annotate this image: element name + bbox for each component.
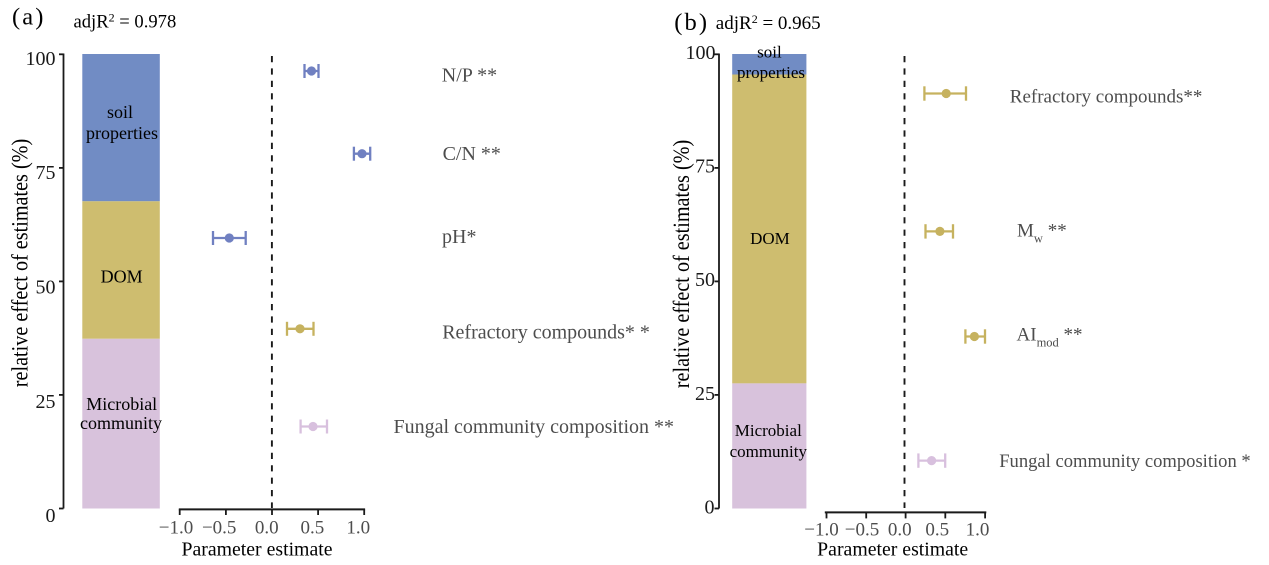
- svg-text:pH*: pH*: [442, 226, 476, 248]
- svg-text:relative effect of estimates (: relative effect of estimates (%): [7, 139, 33, 387]
- svg-text:community: community: [80, 413, 162, 433]
- svg-text:properties: properties: [86, 123, 158, 143]
- svg-text:25: 25: [36, 391, 56, 413]
- svg-text:soil: soil: [757, 43, 782, 62]
- svg-text:Refractory compounds**: Refractory compounds**: [1010, 86, 1203, 107]
- svg-text:0: 0: [705, 497, 715, 519]
- svg-text:Microbial: Microbial: [86, 394, 157, 414]
- svg-text:1.0: 1.0: [346, 518, 370, 539]
- svg-text:C/N **: C/N **: [443, 143, 501, 165]
- svg-text:N/P **: N/P **: [442, 65, 497, 87]
- svg-text:1.0: 1.0: [966, 520, 990, 541]
- svg-text:25: 25: [695, 383, 715, 405]
- svg-text:Microbial: Microbial: [735, 421, 802, 440]
- svg-text:Mw **: Mw **: [1017, 221, 1067, 246]
- svg-text:Fungal community composition *: Fungal community composition *: [999, 451, 1251, 472]
- svg-text:100: 100: [26, 48, 56, 70]
- svg-text:DOM: DOM: [101, 267, 143, 287]
- svg-text:community: community: [730, 442, 808, 461]
- svg-text:50: 50: [36, 277, 56, 299]
- svg-text:75: 75: [36, 162, 56, 184]
- svg-text:DOM: DOM: [750, 229, 790, 248]
- svg-text:Fungal community composition *: Fungal community composition **: [394, 416, 675, 438]
- svg-text:Parameter estimate: Parameter estimate: [181, 539, 332, 561]
- svg-text:0.5: 0.5: [925, 520, 949, 541]
- svg-text:0: 0: [46, 505, 56, 527]
- svg-text:−1.0: −1.0: [159, 518, 193, 539]
- svg-text:−0.5: −0.5: [202, 518, 236, 539]
- svg-text:adjR2 = 0.965: adjR2 = 0.965: [716, 12, 821, 34]
- svg-text:AImod **: AImod **: [1017, 325, 1083, 350]
- svg-text:relative effect of estimates (: relative effect of estimates (%): [669, 140, 695, 388]
- svg-text:properties: properties: [737, 63, 805, 82]
- svg-text:adjR2 = 0.978: adjR2 = 0.978: [74, 11, 177, 33]
- svg-text:−1.0: −1.0: [804, 520, 838, 541]
- svg-text:50: 50: [695, 269, 715, 291]
- svg-text:75: 75: [695, 156, 715, 178]
- svg-text:Parameter estimate: Parameter estimate: [817, 538, 968, 560]
- svg-text:Refractory compounds* *: Refractory compounds* *: [442, 322, 650, 344]
- svg-text:100: 100: [686, 42, 716, 64]
- svg-text:soil: soil: [107, 102, 133, 122]
- svg-text:−0.5: −0.5: [845, 520, 879, 541]
- svg-text:(a): (a): [12, 4, 46, 31]
- svg-text:0.0: 0.0: [888, 520, 912, 541]
- svg-text:(b): (b): [674, 9, 709, 36]
- svg-text:0.5: 0.5: [301, 518, 325, 539]
- svg-text:0.0: 0.0: [255, 518, 279, 539]
